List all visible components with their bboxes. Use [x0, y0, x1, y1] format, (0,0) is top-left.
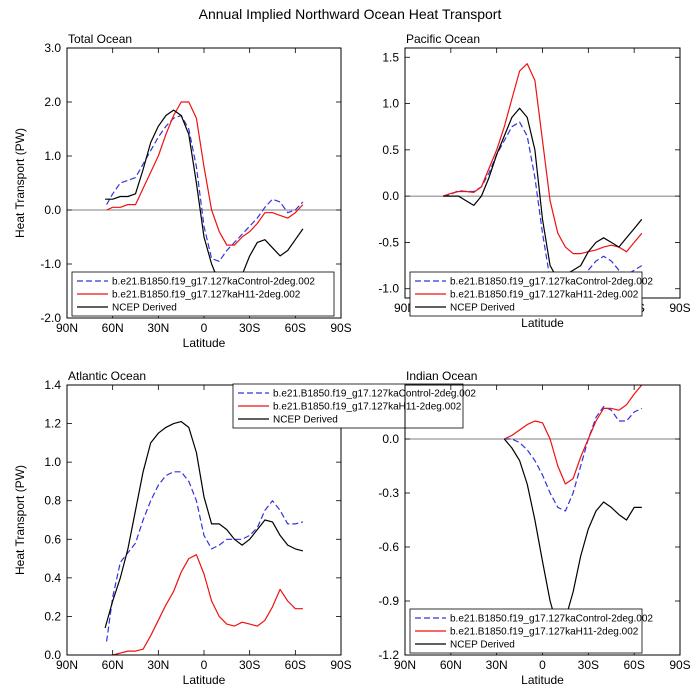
y-tick-label: 1.0 — [44, 455, 61, 469]
chart-panel: Indian Ocean 90N 60N 30N 0 30S 60S 90S -1.2 -0.9 -… — [378, 369, 690, 687]
panel-title: Atlantic Ocean — [68, 369, 146, 383]
y-axis-label: Heat Transport (PW) — [13, 128, 27, 238]
x-axis-label: Latitude — [183, 336, 226, 350]
plot-frame — [404, 47, 681, 299]
y-tick-label: 1.0 — [44, 149, 61, 163]
x-tick-label: 0 — [539, 658, 546, 672]
chart-panel: Pacific Ocean90N60N30N030S60S90S-1.0-0.5… — [378, 32, 690, 330]
x-tick-label: 90S — [669, 658, 690, 672]
legend-box — [71, 271, 335, 317]
series-line-3 — [104, 421, 304, 629]
x-tick-label: 90S — [330, 321, 351, 335]
y-tick-label: -2.0 — [40, 311, 61, 325]
legend-box — [409, 608, 643, 654]
series-line-3 — [105, 109, 304, 306]
plot-frame — [66, 47, 342, 319]
series-line-2 — [112, 554, 303, 656]
x-tick-label: 0 — [201, 658, 208, 672]
series-line-1 — [504, 406, 643, 512]
series-line-3 — [503, 438, 642, 629]
x-tick-label: 60N — [102, 658, 124, 672]
legend-entry: b.e21.B1850.f19_g17.127kaControl-2deg.00… — [273, 389, 476, 400]
y-tick-label: -1.2 — [378, 648, 399, 662]
y-tick-label: -0.5 — [378, 235, 399, 249]
x-tick-label: 90N — [394, 658, 416, 672]
x-tick-label: 30S — [578, 658, 599, 672]
series-line-2 — [504, 384, 643, 485]
x-tick-label: 30N — [147, 658, 169, 672]
x-tick-label: 90S — [669, 301, 690, 315]
panels-container: Total Ocean 90N 60N 30N 0 30S 60S 90S -2.0 -1.0 0.… — [13, 32, 691, 687]
x-tick-label: 60N — [440, 658, 462, 672]
chart-panel: Total Ocean 90N 60N 30N 0 30S 60S 90S -2.0 -1.0 0.… — [13, 32, 352, 350]
legend: b.e21.B1850.f19_g17.127kaControl-2deg.00… — [232, 383, 476, 429]
series-line-2 — [106, 101, 304, 246]
y-tick-label: 0.2 — [44, 609, 61, 623]
legend-box — [232, 383, 464, 429]
series-line-1 — [106, 471, 304, 642]
y-tick-label: -1.0 — [378, 282, 399, 296]
legend-entry: NCEP Derived — [112, 303, 177, 314]
x-tick-label: 90S — [330, 658, 351, 672]
legend-box — [409, 271, 643, 317]
plot-frame — [404, 384, 681, 656]
legend-entry: NCEP Derived — [450, 640, 515, 651]
legend-entry: b.e21.B1850.f19_g17.127kaControl-2deg.00… — [112, 277, 315, 288]
x-tick-label: 90N — [56, 658, 78, 672]
series-line-3 — [443, 107, 643, 281]
figure-title: Annual Implied Northward Ocean Heat Tran… — [199, 6, 502, 22]
x-tick-label: 60N — [102, 321, 124, 335]
legend-entry: b.e21.B1850.f19_g17.127kaH11-2deg.002 — [450, 290, 639, 301]
y-tick-label: 0.0 — [382, 189, 399, 203]
y-tick-label: 0.0 — [382, 432, 399, 446]
x-tick-label: 60S — [285, 658, 306, 672]
series-line-2 — [442, 63, 643, 255]
y-tick-label: -0.3 — [378, 486, 399, 500]
y-tick-label: 1.2 — [44, 417, 61, 431]
x-axis-label: Latitude — [521, 316, 564, 330]
y-tick-label: -0.9 — [378, 594, 399, 608]
legend-entry: NCEP Derived — [450, 303, 515, 314]
plot-frame — [66, 384, 342, 656]
y-tick-label: -1.0 — [40, 257, 61, 271]
x-tick-label: 30S — [239, 658, 260, 672]
legend: b.e21.B1850.f19_g17.127kaControl-2deg.00… — [409, 271, 653, 317]
x-tick-label: 30S — [239, 321, 260, 335]
x-tick-label: 90N — [56, 321, 78, 335]
y-tick-label: 0.8 — [44, 494, 61, 508]
legend: b.e21.B1850.f19_g17.127kaControl-2deg.00… — [71, 271, 335, 317]
x-tick-label: 60S — [285, 321, 306, 335]
x-axis-label: Latitude — [183, 673, 226, 687]
x-axis-label: Latitude — [521, 673, 564, 687]
legend-entry: b.e21.B1850.f19_g17.127kaControl-2deg.00… — [450, 277, 653, 288]
y-tick-label: -0.6 — [378, 540, 399, 554]
legend-entry: b.e21.B1850.f19_g17.127kaControl-2deg.00… — [450, 614, 653, 625]
chart-panel: Atlantic Ocean 90N 60N 30N 0 30S 60S 90S 0.0 0.2 0… — [13, 369, 476, 687]
series-line-1 — [106, 114, 304, 262]
legend-entry: b.e21.B1850.f19_g17.127kaH11-2deg.002 — [450, 627, 639, 638]
legend: b.e21.B1850.f19_g17.127kaControl-2deg.00… — [409, 608, 653, 654]
legend-entry: b.e21.B1850.f19_g17.127kaH11-2deg.002 — [112, 290, 301, 301]
x-tick-label: 0 — [201, 321, 208, 335]
y-tick-label: 2.0 — [44, 95, 61, 109]
x-tick-label: 30N — [486, 658, 508, 672]
y-tick-label: 0.6 — [44, 532, 61, 546]
panel-title: Total Ocean — [68, 32, 132, 46]
y-tick-label: 1.4 — [44, 378, 61, 392]
y-tick-label: 0.5 — [382, 143, 399, 157]
y-tick-label: 1.0 — [382, 97, 399, 111]
legend-entry: NCEP Derived — [273, 415, 338, 426]
panel-title: Indian Ocean — [406, 369, 477, 383]
panel-title: Pacific Ocean — [406, 32, 480, 46]
y-tick-label: 0.0 — [44, 203, 61, 217]
y-tick-label: 0.4 — [44, 571, 61, 585]
y-tick-label: 1.5 — [382, 50, 399, 64]
x-tick-label: 60S — [623, 658, 644, 672]
y-tick-label: 3.0 — [44, 41, 61, 55]
legend-entry: b.e21.B1850.f19_g17.127kaH11-2deg.002 — [273, 402, 462, 413]
y-axis-label: Heat Transport (PW) — [13, 465, 27, 575]
x-tick-label: 30N — [147, 321, 169, 335]
y-tick-label: 0.0 — [44, 648, 61, 662]
